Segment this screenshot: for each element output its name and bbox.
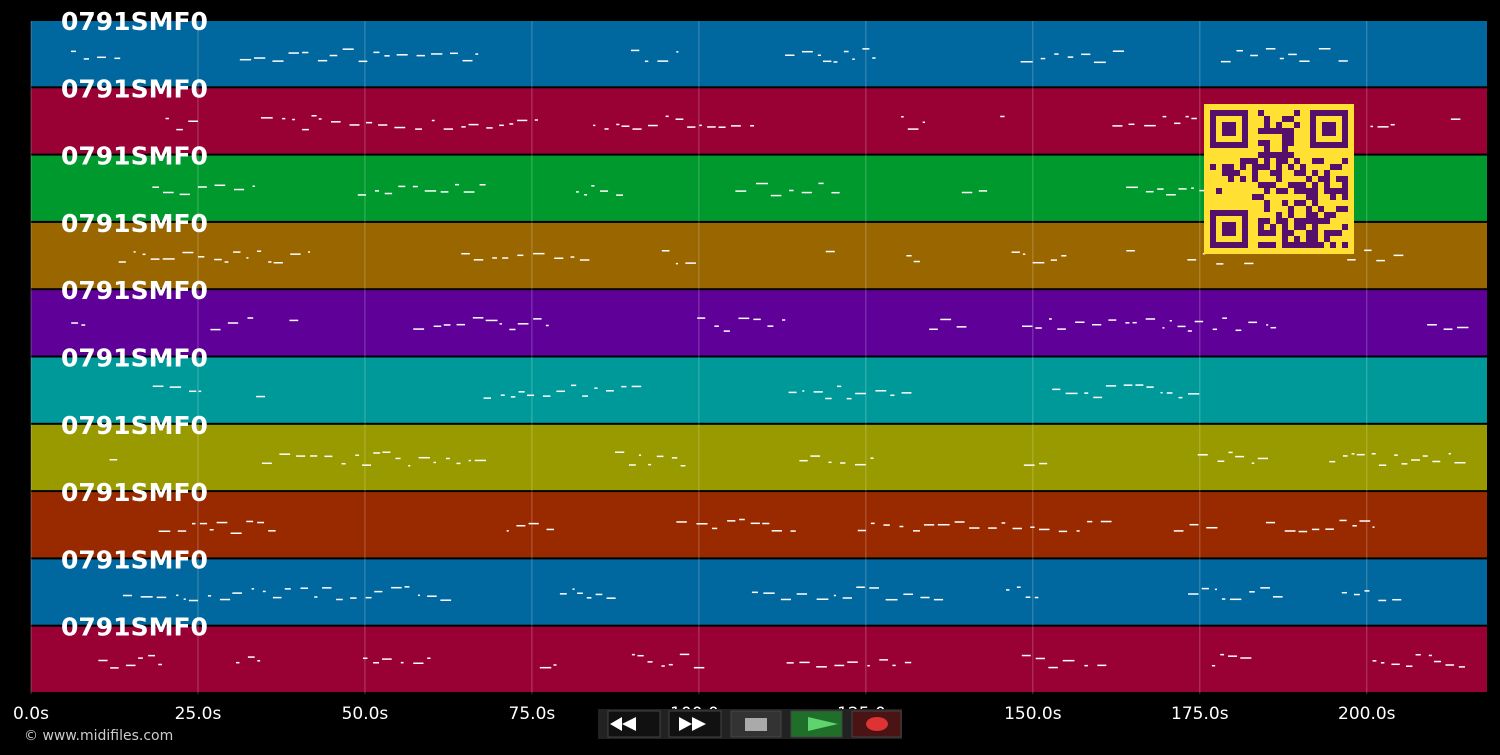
- track-label: 0791SMF0: [61, 276, 208, 305]
- track-label: 0791SMF0: [61, 411, 208, 440]
- x-tick-label: 50.0s: [342, 704, 389, 724]
- copyright: © www.midifiles.com: [24, 728, 173, 744]
- x-tick-label: 150.0s: [1004, 704, 1062, 724]
- track-band: [31, 357, 1487, 423]
- stop-button[interactable]: [730, 710, 782, 738]
- notes: [71, 48, 1469, 669]
- qr-code: [1204, 104, 1354, 254]
- x-tick-label: 75.0s: [509, 704, 556, 724]
- controls: [598, 709, 902, 739]
- play-button[interactable]: [790, 710, 843, 738]
- track-label: 0791SMF0: [61, 7, 208, 36]
- track-label: 0791SMF0: [61, 545, 208, 574]
- track-band: [31, 492, 1487, 558]
- track-label: 0791SMF0: [61, 478, 208, 507]
- track-label: 0791SMF0: [61, 74, 208, 103]
- track-band: [31, 290, 1487, 356]
- track-band: [31, 626, 1487, 692]
- record-button[interactable]: [851, 710, 902, 738]
- x-tick-label: 0.0s: [13, 704, 49, 724]
- track-label: 0791SMF0: [61, 142, 208, 171]
- track-band: [31, 424, 1487, 491]
- track-band: [31, 21, 1487, 87]
- track-band: [31, 559, 1487, 625]
- fast-forward-button[interactable]: [668, 710, 722, 738]
- x-tick-label: 175.0s: [1171, 704, 1229, 724]
- grid: [30, 21, 1368, 694]
- track-label: 0791SMF0: [61, 613, 208, 642]
- track-label: 0791SMF0: [61, 209, 208, 238]
- x-tick-label: 25.0s: [175, 704, 222, 724]
- track-labels: 0791SMF0 0791SMF0 0791SMF0 0791SMF0 0791SMF0…: [61, 7, 208, 642]
- rewind-button[interactable]: [607, 710, 661, 738]
- x-tick-label: 200.0s: [1338, 704, 1396, 724]
- track-label: 0791SMF0: [61, 344, 208, 373]
